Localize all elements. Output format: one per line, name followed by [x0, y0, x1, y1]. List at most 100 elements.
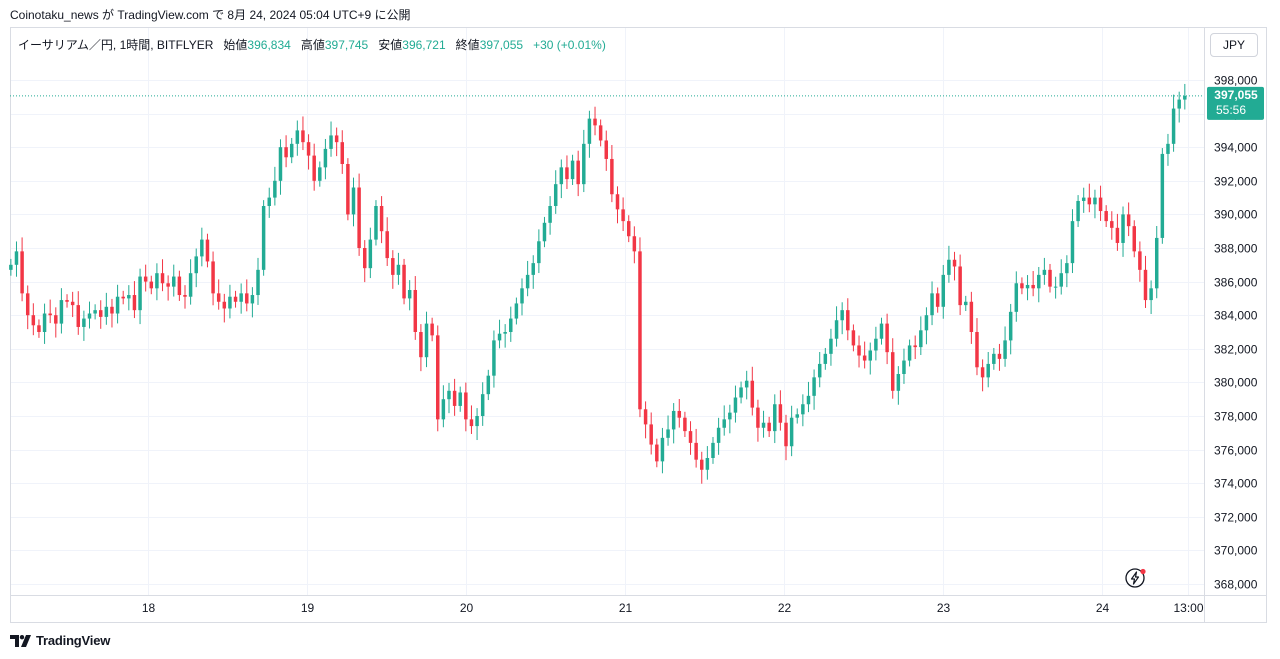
candle	[402, 258, 406, 305]
candle	[166, 275, 170, 301]
candle	[722, 405, 726, 436]
candle	[48, 299, 52, 324]
candle-body	[531, 263, 535, 275]
candle	[430, 317, 434, 342]
candle	[357, 173, 361, 256]
candle	[1014, 271, 1019, 322]
candle-body	[407, 290, 412, 299]
candle-body	[1121, 214, 1125, 243]
candle	[447, 382, 451, 414]
candle	[284, 135, 288, 168]
candle	[329, 121, 333, 157]
candle	[767, 416, 771, 437]
candle-body	[132, 295, 137, 311]
candle	[42, 303, 47, 344]
candle	[1126, 202, 1131, 237]
candle	[964, 295, 968, 311]
candle	[919, 316, 923, 356]
candle	[947, 245, 951, 283]
candle-body	[823, 353, 828, 364]
candle	[969, 291, 974, 344]
candle-body	[424, 323, 429, 358]
price-tick-label: 370,000	[1214, 544, 1258, 558]
candle	[548, 196, 552, 235]
candle-body	[419, 332, 423, 358]
candle-body	[436, 335, 440, 420]
candle-body	[935, 293, 940, 307]
currency-button[interactable]: JPY	[1210, 33, 1258, 57]
candle-body	[705, 458, 710, 470]
candle-body	[671, 410, 676, 430]
candle	[407, 280, 412, 311]
candle-body	[104, 306, 109, 317]
lightning-icon[interactable]	[1125, 568, 1146, 588]
candle-body	[677, 410, 682, 418]
open-value: 396,834	[247, 38, 291, 52]
candle-body	[233, 296, 238, 302]
candle	[76, 291, 81, 335]
candle	[823, 347, 828, 370]
candle	[576, 150, 580, 197]
candle-body	[997, 353, 1002, 359]
candle-body	[1110, 221, 1114, 228]
candle	[1059, 259, 1063, 295]
candle	[750, 366, 755, 416]
candle-body	[655, 444, 659, 462]
candle	[683, 411, 687, 437]
candle	[817, 351, 822, 388]
candle	[14, 241, 19, 277]
candle-body	[1053, 286, 1058, 288]
tradingview-logo-icon	[10, 635, 31, 647]
candle-body	[98, 310, 103, 317]
candle-body	[1014, 283, 1019, 312]
candle-body	[1093, 197, 1097, 205]
candle	[222, 293, 227, 323]
candle-body	[1132, 226, 1137, 252]
candle	[267, 187, 271, 218]
candle	[1031, 271, 1035, 297]
price-tick-label: 392,000	[1214, 175, 1258, 189]
candle-body	[958, 266, 962, 306]
low-label: 安値	[378, 38, 403, 52]
candle-body	[475, 416, 479, 427]
candle	[812, 369, 816, 410]
candle	[930, 281, 934, 326]
candle-body	[1031, 284, 1035, 289]
candle	[121, 290, 125, 305]
candle-body	[711, 442, 715, 458]
candle	[621, 197, 625, 232]
candle	[334, 127, 339, 157]
close-value: 397,055	[479, 38, 524, 52]
candle-body	[610, 158, 614, 195]
tradingview-logo[interactable]: TradingView	[10, 632, 110, 650]
candle-body	[267, 197, 271, 206]
candle-body	[458, 392, 462, 406]
candle-body	[829, 338, 833, 354]
candle-body	[301, 130, 305, 143]
candle-body	[1183, 95, 1187, 100]
time-axis: 18 19 20 21 22 23 24 13:00	[142, 601, 1204, 615]
candle	[497, 319, 502, 349]
symbol-info: イーサリアム／円, 1時間, BITFLYER	[18, 38, 214, 52]
candle-body	[110, 306, 114, 314]
candle	[1143, 255, 1148, 308]
candle	[795, 408, 799, 424]
candle	[93, 304, 97, 320]
candle-body	[37, 325, 41, 332]
candle	[278, 139, 283, 195]
candle-body	[756, 407, 760, 428]
candle	[138, 268, 142, 325]
candle	[1183, 83, 1187, 110]
candle	[172, 264, 176, 297]
candle-body	[750, 380, 755, 408]
candle	[256, 257, 260, 305]
candle	[728, 404, 732, 434]
chart-legend: イーサリアム／円, 1時間, BITFLYER 始値396,834 高値397,…	[18, 36, 606, 54]
candle-body	[812, 377, 816, 396]
candle	[857, 335, 861, 368]
candle-body	[1115, 227, 1120, 243]
candle	[846, 298, 850, 341]
candle	[419, 324, 423, 372]
candle	[289, 137, 294, 164]
